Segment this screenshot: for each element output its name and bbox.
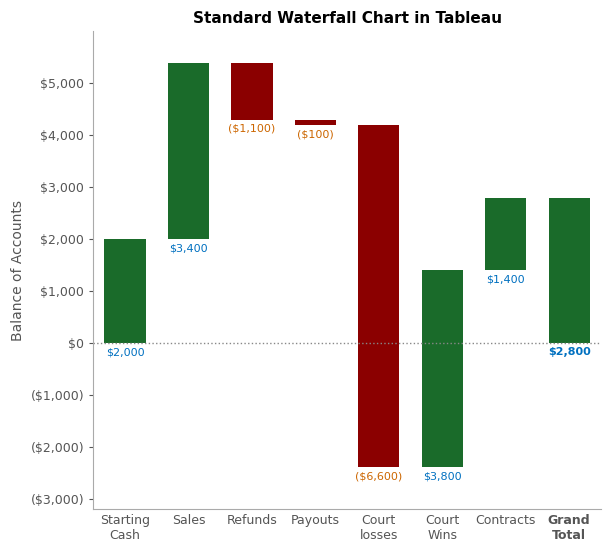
Bar [422,270,463,467]
Text: $2,000: $2,000 [106,347,144,357]
Bar [295,119,336,125]
Bar [231,62,272,119]
Title: Standard Waterfall Chart in Tableau: Standard Waterfall Chart in Tableau [193,11,502,26]
Bar [105,239,146,343]
Text: ($100): ($100) [297,129,334,139]
Text: $1,400: $1,400 [487,274,525,284]
Text: ($1,100): ($1,100) [228,124,275,134]
Text: $3,400: $3,400 [169,243,208,253]
Bar [485,197,526,270]
Bar [168,62,209,239]
Bar [548,197,590,343]
Bar [358,125,400,467]
Y-axis label: Balance of Accounts: Balance of Accounts [11,200,25,341]
Text: ($6,600): ($6,600) [355,472,403,482]
Text: $2,800: $2,800 [548,347,591,357]
Text: $3,800: $3,800 [423,472,461,482]
